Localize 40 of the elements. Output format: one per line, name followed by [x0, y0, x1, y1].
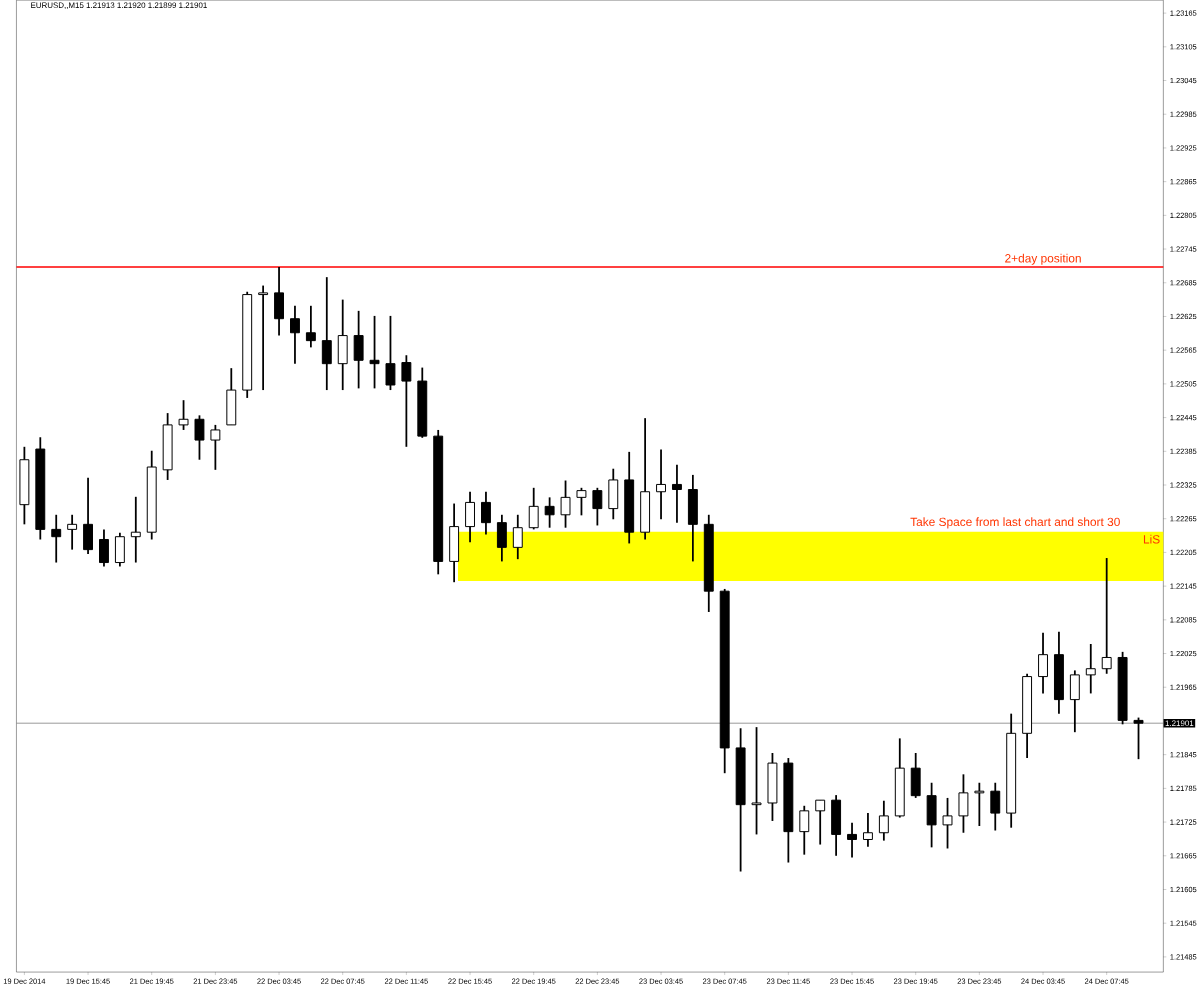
candlestick — [592, 486, 603, 527]
candlestick — [194, 414, 205, 461]
candlestick — [560, 479, 571, 529]
candlestick — [369, 314, 380, 390]
candlestick — [878, 799, 889, 842]
candlestick — [258, 284, 269, 391]
candlestick — [544, 496, 555, 529]
candlestick — [401, 354, 412, 448]
candlestick — [528, 486, 539, 531]
candlestick — [321, 276, 332, 391]
candlestick — [1133, 716, 1144, 760]
candlestick — [385, 314, 396, 391]
candlestick — [815, 799, 826, 846]
candlestick — [512, 513, 523, 560]
candlestick — [751, 726, 762, 836]
candlestick — [656, 448, 666, 521]
candlestick — [178, 399, 189, 431]
candlestick — [958, 773, 969, 834]
annotation: Take Space from last chart and short 30 — [910, 517, 1120, 529]
candlestick — [210, 423, 221, 471]
candlestick — [99, 528, 109, 568]
ref-line-label: 2+day position — [1005, 253, 1081, 265]
candlestick — [576, 486, 587, 517]
candlestick — [671, 463, 682, 524]
candlestick — [481, 490, 491, 536]
candlestick — [1101, 557, 1112, 675]
candlestick — [990, 781, 1001, 832]
candlestick — [1085, 643, 1096, 695]
candlestick — [67, 513, 78, 551]
candlestick — [1038, 631, 1048, 695]
candlestick — [862, 812, 873, 848]
candlestick — [847, 821, 857, 859]
candlestick — [942, 796, 953, 850]
band-label: LiS — [1143, 534, 1160, 544]
candlestick — [130, 495, 141, 564]
candlestick — [305, 304, 316, 349]
candlestick — [799, 804, 810, 856]
candlestick — [974, 781, 985, 827]
candlestick — [51, 513, 62, 564]
candlestick — [290, 304, 300, 365]
